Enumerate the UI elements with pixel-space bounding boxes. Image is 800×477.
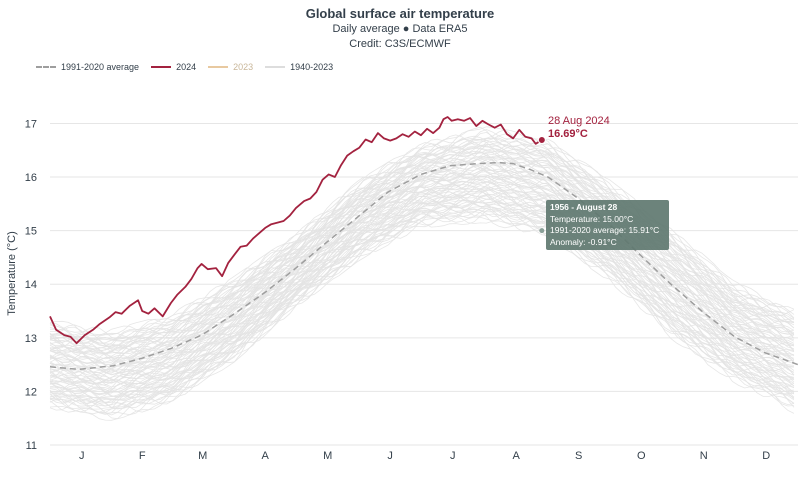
series-line-historical [49, 131, 795, 351]
series-line-historical [49, 138, 795, 351]
y-tick-label: 11 [26, 440, 37, 452]
series-line-historical [49, 201, 795, 409]
series-line-historical [49, 185, 794, 393]
series-line-historical [49, 191, 795, 398]
series-line-historical [49, 143, 795, 363]
series-line-historical [49, 145, 795, 355]
x-tick-label: J [79, 450, 85, 462]
series-line-historical [49, 172, 794, 381]
series-line-historical [49, 144, 794, 355]
series-line-historical [49, 137, 795, 345]
legend: 1991-2020 average 2024 2023 1940-2023 [36, 62, 345, 72]
legend-item-1940-2023[interactable]: 1940-2023 [265, 62, 333, 72]
series-line-historical [49, 157, 795, 370]
y-tick-label: 13 [25, 333, 37, 345]
x-tick-label: A [262, 450, 270, 462]
x-tick-label: D [762, 450, 770, 462]
x-tick-label: O [637, 450, 646, 462]
x-tick-label: S [575, 450, 582, 462]
series-line-historical [50, 198, 795, 410]
legend-item-2023[interactable]: 2023 [208, 62, 253, 72]
series-line-historical [49, 201, 794, 404]
tooltip-line: 1991-2020 average: 15.91°C [550, 225, 660, 235]
chart-subtitle: Daily average ● Data ERA5 [332, 23, 468, 35]
series-line-historical [49, 126, 795, 343]
latest-point-marker [537, 136, 546, 145]
tooltip-line: Temperature: 15.00°C [550, 213, 634, 224]
x-tick-label: J [450, 450, 456, 462]
tooltip-line: Anomaly: -0.91°C [550, 236, 617, 247]
annotation-date: 28 Aug 2024 [548, 115, 610, 127]
x-tick-label: J [387, 450, 393, 462]
series-line-historical [49, 135, 795, 339]
series-line-historical [49, 162, 795, 370]
series-line-historical [49, 195, 794, 413]
series-line-historical [49, 177, 795, 390]
legend-label-2024: 2024 [176, 62, 197, 72]
y-tick-label: 16 [25, 172, 37, 184]
series-line-historical [49, 154, 794, 374]
y-tick-label: 17 [25, 118, 37, 130]
series-line-historical [49, 209, 795, 416]
series-line-historical [49, 200, 795, 413]
x-tick-label: A [513, 450, 521, 462]
legend-label-1940-2023: 1940-2023 [290, 62, 334, 72]
y-axis-title: Temperature (°C) [6, 231, 18, 315]
series-line-historical [49, 146, 794, 355]
series-line-historical [49, 206, 794, 413]
series-line-historical [49, 179, 795, 384]
series-line-average [49, 161, 799, 371]
series-line-historical [49, 164, 794, 376]
series-line-historical [49, 129, 795, 342]
legend-label-2023: 2023 [233, 62, 254, 72]
tooltip: 1956 - August 28 Temperature: 15.00°C 19… [546, 200, 669, 250]
series-line-historical [49, 188, 795, 403]
y-tick-label: 15 [25, 226, 37, 238]
series-line-historical [49, 141, 795, 350]
x-tick-label: N [700, 450, 708, 462]
series-line-historical [49, 185, 794, 396]
x-tick-label: M [198, 450, 207, 462]
series-line-historical [49, 158, 794, 360]
annotation-value: 16.69°C [548, 128, 588, 140]
series-line-historical [49, 201, 795, 408]
series-line-historical [49, 136, 795, 349]
legend-item-2024[interactable]: 2024 [151, 62, 196, 72]
legend-swatch-2024 [151, 66, 172, 68]
series-line-historical [49, 174, 794, 386]
series-line-historical [49, 165, 794, 382]
legend-swatch-1940-2023 [265, 66, 286, 68]
hover-point-marker [539, 228, 545, 234]
series-line-historical [49, 126, 795, 343]
series-line-historical [49, 129, 794, 347]
chart-title: Global surface air temperature [305, 6, 495, 21]
legend-item-average[interactable]: 1991-2020 average [36, 62, 139, 72]
x-tick-label: F [139, 450, 146, 462]
legend-swatch-average [36, 66, 56, 68]
tooltip-title: 1956 - August 28 [550, 202, 618, 212]
y-tick-label: 14 [25, 279, 37, 291]
series-line-historical [49, 207, 794, 415]
y-tick-label: 12 [25, 386, 37, 398]
legend-swatch-2023 [208, 66, 229, 68]
chart-credit: Credit: C3S/ECMWF [349, 38, 451, 50]
series-line-2024 [49, 116, 543, 345]
x-tick-label: M [323, 450, 332, 462]
series-line-historical [49, 180, 795, 388]
legend-label-average: 1991-2020 average [61, 62, 140, 72]
